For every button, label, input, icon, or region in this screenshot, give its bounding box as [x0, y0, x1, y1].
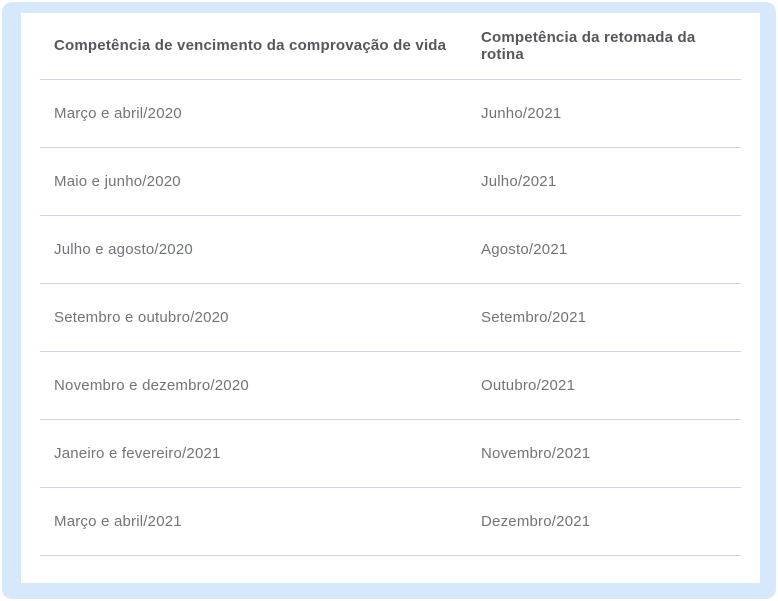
- cell-retomada: Agosto/2021: [467, 215, 741, 284]
- vida-comprovacao-table: Competência de vencimento da comprovação…: [40, 13, 741, 556]
- cell-vencimento: Março e abril/2021: [40, 487, 467, 556]
- cell-retomada: Novembro/2021: [467, 419, 741, 488]
- cell-retomada: Dezembro/2021: [467, 487, 741, 556]
- table-row: Março e abril/2021 Dezembro/2021: [40, 487, 741, 556]
- table-row: Novembro e dezembro/2020 Outubro/2021: [40, 351, 741, 420]
- table-card: Competência de vencimento da comprovação…: [21, 13, 760, 583]
- cell-retomada: Outubro/2021: [467, 351, 741, 420]
- header-row: Competência de vencimento da comprovação…: [40, 13, 741, 80]
- column-header-vencimento: Competência de vencimento da comprovação…: [40, 13, 467, 80]
- cell-vencimento: Novembro e dezembro/2020: [40, 351, 467, 420]
- cell-vencimento: Julho e agosto/2020: [40, 215, 467, 284]
- table-header: Competência de vencimento da comprovação…: [40, 13, 741, 80]
- column-header-retomada: Competência da retomada da rotina: [467, 13, 741, 80]
- cell-vencimento: Janeiro e fevereiro/2021: [40, 419, 467, 488]
- table-row: Julho e agosto/2020 Agosto/2021: [40, 215, 741, 284]
- cell-retomada: Setembro/2021: [467, 283, 741, 352]
- table-row: Maio e junho/2020 Julho/2021: [40, 147, 741, 216]
- cell-vencimento: Março e abril/2020: [40, 79, 467, 148]
- cell-retomada: Julho/2021: [467, 147, 741, 216]
- cell-retomada: Junho/2021: [467, 79, 741, 148]
- table-body: Março e abril/2020 Junho/2021 Maio e junho…: [40, 79, 741, 556]
- table-row: Março e abril/2020 Junho/2021: [40, 79, 741, 148]
- table-row: Janeiro e fevereiro/2021 Novembro/2021: [40, 419, 741, 488]
- cell-vencimento: Setembro e outubro/2020: [40, 283, 467, 352]
- table-row: Setembro e outubro/2020 Setembro/2021: [40, 283, 741, 352]
- cell-vencimento: Maio e junho/2020: [40, 147, 467, 216]
